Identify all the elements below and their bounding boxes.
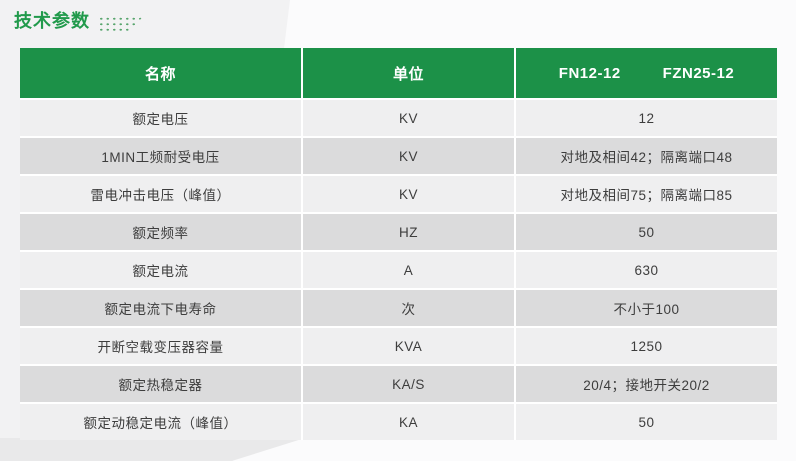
param-value-cell: 12	[516, 100, 777, 136]
param-name-cell: 额定电流下电寿命	[20, 290, 301, 326]
param-value-cell: 630	[516, 252, 777, 288]
dot-grid-decoration-icon	[97, 15, 144, 31]
param-name-cell: 1MIN工频耐受电压	[20, 138, 301, 174]
param-unit-cell: KA	[303, 404, 514, 440]
column-header-unit: 单位	[303, 48, 514, 98]
model-label-fzn25-12: FZN25-12	[662, 64, 735, 82]
column-header-name: 名称	[20, 48, 301, 98]
param-unit-cell: KVA	[303, 328, 514, 364]
param-name-cell: 额定电流	[20, 252, 301, 288]
param-value-cell: 不小于100	[516, 290, 777, 326]
param-name-cell: 额定热稳定器	[20, 366, 301, 402]
param-unit-cell: KV	[303, 138, 514, 174]
param-unit-cell: KV	[303, 176, 514, 212]
param-value-cell: 50	[516, 404, 777, 440]
param-unit-cell: A	[303, 252, 514, 288]
param-value-cell: 50	[516, 214, 777, 250]
technical-parameters-table: 名称 单位 FN12-12 FZN25-12 额定电压 KV 12 1MIN工频…	[20, 48, 777, 440]
param-name-cell: 开断空载变压器容量	[20, 328, 301, 364]
param-value-cell: 20/4；接地开关20/2	[516, 366, 777, 402]
param-name-cell: 额定电压	[20, 100, 301, 136]
param-value-cell: 对地及相间75；隔离端口85	[516, 176, 777, 212]
param-unit-cell: KA/S	[303, 366, 514, 402]
page-title: 技术参数	[14, 11, 90, 31]
model-label-fn12-12: FN12-12	[558, 64, 621, 82]
param-unit-cell: 次	[303, 290, 514, 326]
page-header: 技术参数	[14, 9, 144, 33]
param-name-cell: 额定频率	[20, 214, 301, 250]
param-name-cell: 额定动稳定电流（峰值）	[20, 404, 301, 440]
param-value-cell: 对地及相间42；隔离端口48	[516, 138, 777, 174]
param-name-cell: 雷电冲击电压（峰值）	[20, 176, 301, 212]
param-unit-cell: KV	[303, 100, 514, 136]
param-value-cell: 1250	[516, 328, 777, 364]
param-unit-cell: HZ	[303, 214, 514, 250]
background-diagonal-bottom	[0, 438, 305, 461]
column-header-models: FN12-12 FZN25-12	[516, 48, 777, 98]
